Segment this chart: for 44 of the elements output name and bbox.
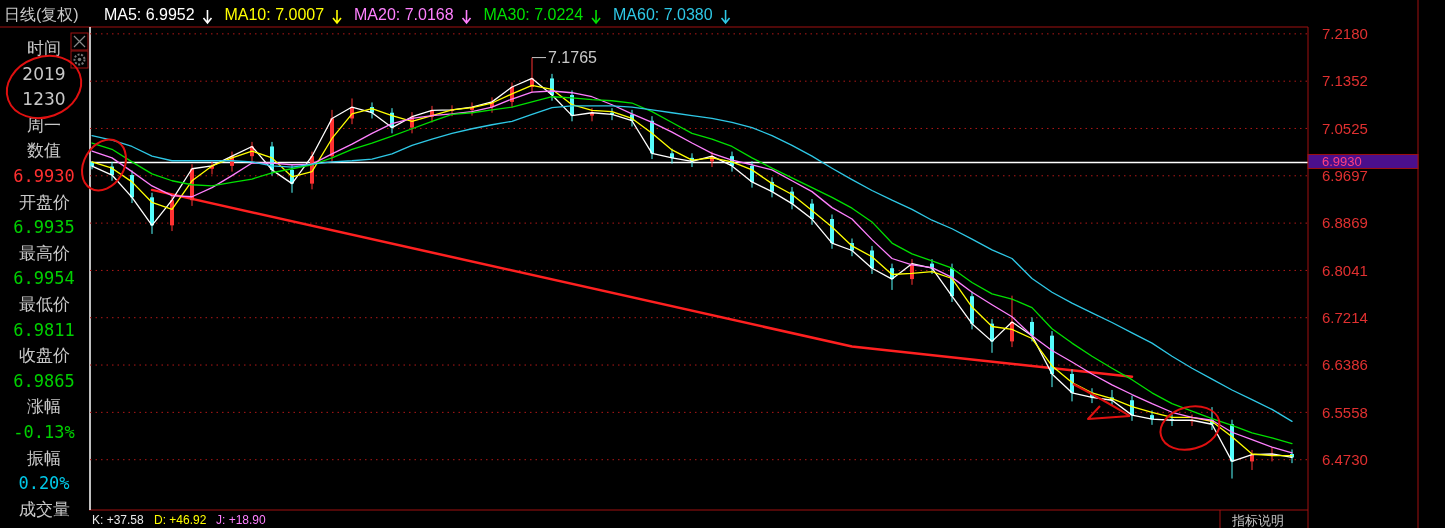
legend-label: MA20: 7.0168 <box>354 6 454 23</box>
text: 指标说明 <box>1231 513 1284 528</box>
chart-title: 日线(复权) <box>4 6 79 23</box>
text: 6.9811 <box>13 319 75 340</box>
ref-line-label: 6.9930 <box>1322 154 1362 170</box>
text: D: +46.92 <box>154 513 207 527</box>
y-tick-label: 7.1352 <box>1322 72 1368 90</box>
text: 6.9935 <box>13 217 75 238</box>
text: 收盘价 <box>18 345 70 366</box>
y-tick-label: 7.0525 <box>1322 119 1368 137</box>
y-tick-label: 6.5558 <box>1322 403 1368 421</box>
text: 最高价 <box>18 242 70 263</box>
text: 振幅 <box>27 447 61 468</box>
y-tick-label: 6.4730 <box>1322 450 1368 468</box>
legend-label: MA5: 6.9952 <box>103 6 195 23</box>
candlestick <box>590 107 594 122</box>
text: K: +37.58 <box>92 513 145 527</box>
text: 成交量 <box>18 498 70 519</box>
text: 时间 <box>27 37 61 58</box>
text: 1230 <box>22 89 66 110</box>
y-tick-label: 6.6386 <box>1322 356 1368 374</box>
text: 0.20% <box>18 473 70 494</box>
legend-label: MA30: 7.0224 <box>483 6 584 23</box>
y-tick-label: 7.2180 <box>1322 25 1368 43</box>
candlestick <box>830 213 834 250</box>
text: 周一 <box>27 114 61 135</box>
text: 涨幅 <box>27 396 61 417</box>
text: 开盘价 <box>18 191 70 212</box>
text: 6.9930 <box>13 165 75 186</box>
text: 6.9865 <box>13 370 75 391</box>
text: 最低价 <box>18 293 70 314</box>
y-tick-label: 6.8869 <box>1322 214 1368 232</box>
candlestick <box>1030 316 1034 342</box>
text: 6.9954 <box>13 268 75 289</box>
text: J: +18.90 <box>216 513 267 527</box>
y-tick-label: 6.9697 <box>1322 167 1368 185</box>
text: 数值 <box>27 140 61 161</box>
text: -0.13% <box>13 421 75 442</box>
y-tick-label: 6.8041 <box>1322 261 1368 279</box>
text: 2019 <box>22 63 66 84</box>
legend-label: MA60: 7.0380 <box>613 6 713 23</box>
legend-label: MA10: 7.0007 <box>224 6 325 23</box>
y-tick-label: 6.7214 <box>1322 308 1368 326</box>
annotation: 7.1765 <box>548 49 598 67</box>
